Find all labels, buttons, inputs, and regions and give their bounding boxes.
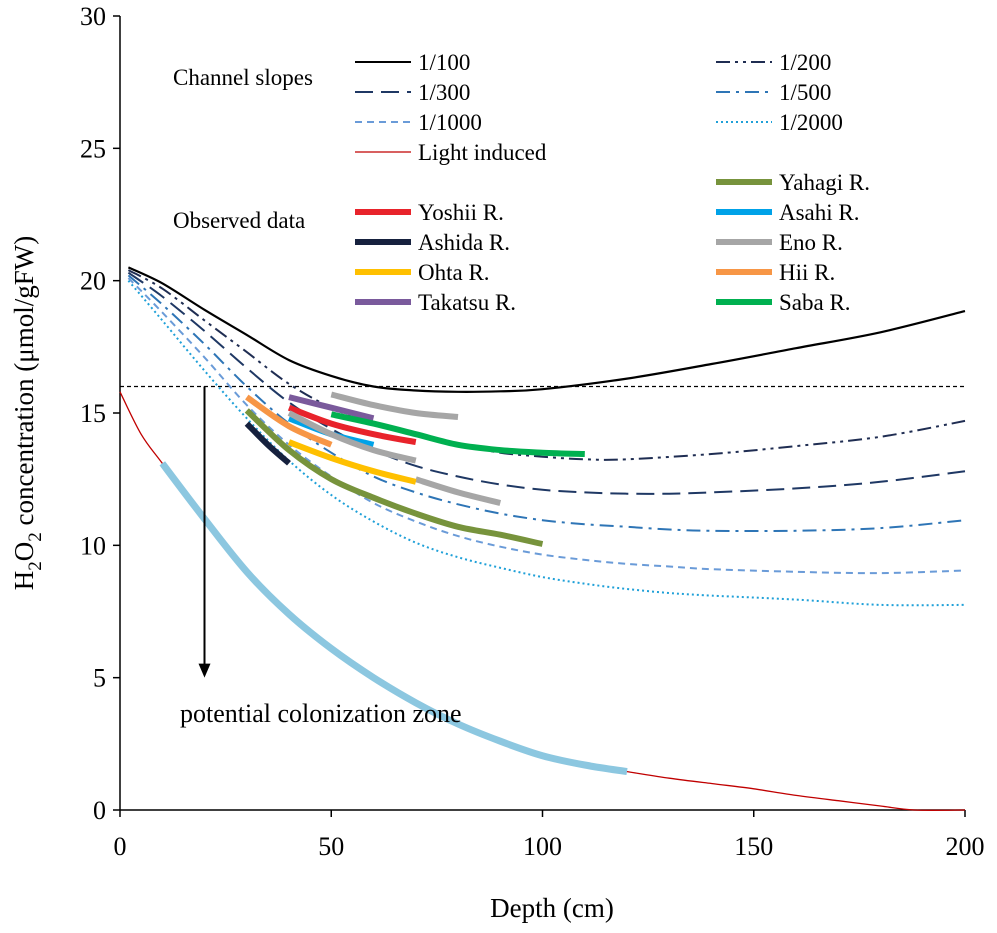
observed-line-saba-r <box>330 411 585 457</box>
observed-line-eno-r-extra-2 <box>414 476 502 506</box>
legend-1-2000-label: 1/2000 <box>779 110 843 135</box>
legend-items: 1/100 1/200 1/300 1/500 1/1000 1/2000 Light in… <box>355 50 870 315</box>
x-tick-label-150: 150 <box>734 832 773 861</box>
legend-takatsu-r-label: Takatsu R. <box>418 290 516 315</box>
observed-line-eno-r <box>330 391 459 420</box>
annotation-potential-colonization-zone: potential colonization zone <box>180 699 462 728</box>
y-tick-label-10: 10 <box>80 531 106 560</box>
observed-line-takatsu-r <box>288 394 375 422</box>
legend-yahagi-r-label: Yahagi R. <box>779 170 870 195</box>
slope-line-1-2000 <box>127 280 966 607</box>
legend-1-100-label: 1/100 <box>418 50 470 75</box>
light-induced-layer <box>119 391 966 811</box>
legend-group-channel-slopes: Channel slopes <box>173 65 313 90</box>
slope-line-1-1000 <box>127 277 966 575</box>
legend-1-300-label: 1/300 <box>418 80 470 105</box>
observed-line-yoshii-r <box>287 404 417 446</box>
observed-line-eno-r-extra-1 <box>287 410 417 464</box>
legend: Channel slopes Observed data 1/100 1/2001… <box>173 50 870 315</box>
legend-ohta-r-label: Ohta R. <box>418 260 490 285</box>
slope-line-1-300 <box>127 271 966 495</box>
x-tick-label-50: 50 <box>318 832 344 861</box>
arrow-head <box>198 663 211 678</box>
x-ticks: 0 50 100 150 200 <box>114 810 985 861</box>
legend-eno-r-label: Eno R. <box>779 230 843 255</box>
legend-group-observed-data: Observed data <box>173 208 305 233</box>
y-tick-label-25: 25 <box>80 134 106 163</box>
y-tick-label-20: 20 <box>80 267 106 296</box>
legend-ashida-r-label: Ashida R. <box>418 230 510 255</box>
legend-1-500-label: 1/500 <box>779 80 831 105</box>
observed-line-ohta-r <box>287 439 417 485</box>
x-tick-label-100: 100 <box>523 832 562 861</box>
y-tick-label-30: 30 <box>80 2 106 31</box>
x-tick-label-0: 0 <box>114 832 127 861</box>
legend-light-induced-label: Light induced <box>418 140 547 165</box>
observed-lines <box>244 391 585 547</box>
x-axis-title: Depth (cm) <box>490 893 614 923</box>
model-lines <box>127 266 966 607</box>
potential-zone-curve <box>159 461 628 776</box>
y-tick-label-0: 0 <box>93 796 106 825</box>
slope-line-1-500 <box>127 274 966 533</box>
observed-line-yahagi-r <box>244 408 544 547</box>
observed-line-ashida-r <box>244 421 291 466</box>
legend-1-1000-label: 1/1000 <box>418 110 482 135</box>
x-tick-label-200: 200 <box>946 832 985 861</box>
y-ticks: 0 5 10 15 20 25 30 <box>80 2 120 825</box>
legend-hii-r-label: Hii R. <box>779 260 835 285</box>
legend-yoshii-r-label: Yoshii R. <box>418 200 504 225</box>
arrow-layer <box>198 386 211 678</box>
legend-asahi-r-label: Asahi R. <box>779 200 860 225</box>
y-tick-label-5: 5 <box>93 664 106 693</box>
observed-line-hii-r <box>245 394 333 448</box>
slope-line-1-100 <box>127 266 966 393</box>
legend-saba-r-label: Saba R. <box>779 290 851 315</box>
y-axis-title: H2O2 concentration (μmol/gFW) <box>9 236 46 590</box>
y-tick-label-15: 15 <box>80 399 106 428</box>
legend-1-200-label: 1/200 <box>779 50 831 75</box>
